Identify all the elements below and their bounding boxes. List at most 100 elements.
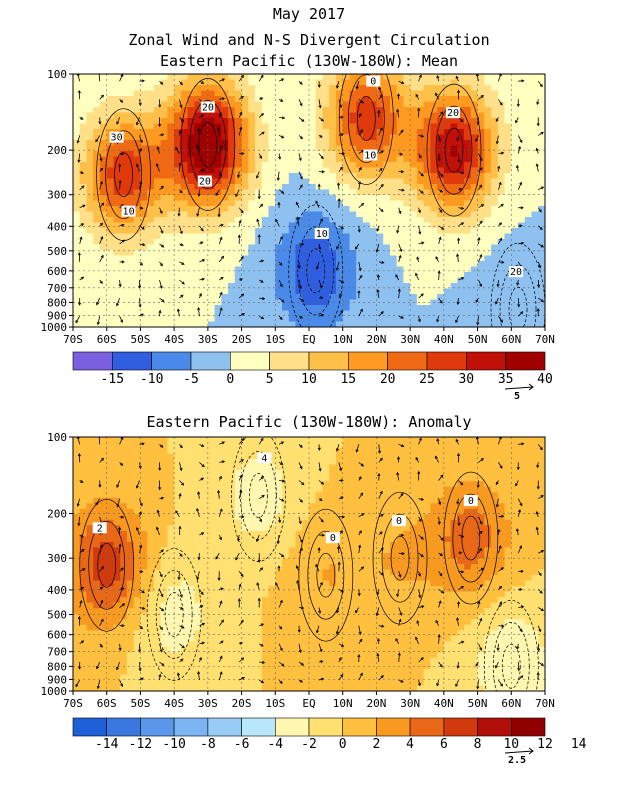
field-cell	[133, 178, 141, 185]
field-cell	[153, 530, 162, 537]
field-cell	[174, 547, 182, 554]
field-cell	[207, 564, 216, 571]
field-cell	[140, 96, 148, 103]
field-cell	[282, 244, 290, 251]
field-cell	[214, 244, 222, 251]
field-cell	[443, 217, 452, 224]
wind-arrow-head	[221, 97, 226, 101]
field-cell	[180, 448, 189, 455]
field-cell	[342, 321, 350, 327]
field-cell	[322, 85, 330, 92]
wind-arrow-head	[401, 81, 405, 84]
field-cell	[73, 519, 81, 526]
field-cell	[153, 129, 162, 136]
field-cell	[180, 437, 189, 444]
field-cell	[349, 195, 357, 202]
field-cell	[369, 145, 377, 152]
field-cell	[201, 129, 209, 136]
field-cell	[113, 123, 121, 130]
field-cell	[504, 134, 512, 141]
wind-arrow	[478, 204, 484, 209]
field-cell	[518, 310, 526, 317]
field-cell	[268, 266, 276, 273]
field-cell	[167, 96, 175, 103]
field-cell	[167, 591, 175, 598]
field-cell	[194, 195, 202, 202]
field-cell	[342, 107, 350, 114]
field-cell	[147, 250, 155, 257]
field-cell	[524, 255, 533, 262]
field-cell	[518, 250, 526, 257]
field-cell	[207, 211, 216, 218]
field-cell	[234, 129, 243, 136]
field-cell	[180, 602, 189, 609]
field-cell	[214, 162, 222, 169]
field-cell	[416, 151, 425, 158]
wind-arrow	[476, 74, 479, 82]
field-cell	[497, 173, 506, 180]
field-cell	[464, 272, 472, 279]
field-cell	[403, 288, 411, 295]
field-cell	[241, 244, 249, 251]
wind-arrow	[418, 171, 424, 177]
field-cell	[362, 101, 371, 108]
field-cell	[93, 597, 101, 604]
field-cell	[160, 239, 168, 246]
field-cell	[430, 310, 438, 317]
field-cell	[248, 101, 256, 108]
field-cell	[531, 222, 539, 229]
field-cell	[126, 173, 135, 180]
field-cell	[356, 255, 364, 262]
field-cell	[255, 151, 263, 158]
field-cell	[180, 652, 189, 659]
field-cell	[113, 541, 121, 548]
wind-arrow-head	[219, 145, 223, 149]
field-cell	[524, 272, 533, 279]
field-cell	[322, 255, 330, 262]
field-cell	[437, 217, 445, 224]
field-cell	[106, 261, 114, 268]
wind-arrow	[278, 189, 284, 194]
field-cell	[228, 134, 236, 141]
field-cell	[315, 96, 323, 103]
field-cell	[470, 321, 479, 327]
field-cell	[133, 580, 141, 587]
field-cell	[403, 250, 411, 257]
colorbar-label: -15	[101, 372, 124, 387]
field-cell	[207, 569, 216, 576]
field-cell	[396, 261, 404, 268]
field-cell	[261, 255, 270, 262]
field-cell	[430, 217, 438, 224]
field-cell	[511, 321, 519, 327]
field-cell	[133, 586, 141, 593]
field-cell	[167, 151, 175, 158]
field-cell	[518, 233, 526, 240]
field-cell	[106, 79, 114, 86]
field-cell	[234, 107, 243, 114]
wind-arrow	[99, 153, 102, 161]
field-cell	[174, 118, 182, 125]
field-cell	[93, 641, 101, 648]
field-cell	[383, 123, 391, 130]
field-cell	[73, 481, 81, 488]
field-cell	[309, 140, 317, 147]
field-cell	[160, 206, 168, 213]
wind-arrow-head	[217, 126, 221, 130]
wind-arrow-head	[100, 167, 104, 171]
field-cell	[275, 178, 283, 185]
field-cell	[187, 200, 195, 207]
field-cell	[403, 299, 411, 306]
field-cell	[133, 206, 141, 213]
field-cell	[174, 663, 182, 670]
field-cell	[133, 233, 141, 240]
field-cell	[443, 299, 452, 306]
field-cell	[73, 685, 81, 691]
field-cell	[396, 239, 404, 246]
field-cell	[228, 118, 236, 125]
field-cell	[329, 195, 337, 202]
field-cell	[430, 189, 438, 196]
field-cell	[126, 464, 135, 471]
field-cell	[174, 74, 182, 81]
field-cell	[518, 305, 526, 312]
field-cell	[113, 514, 121, 521]
